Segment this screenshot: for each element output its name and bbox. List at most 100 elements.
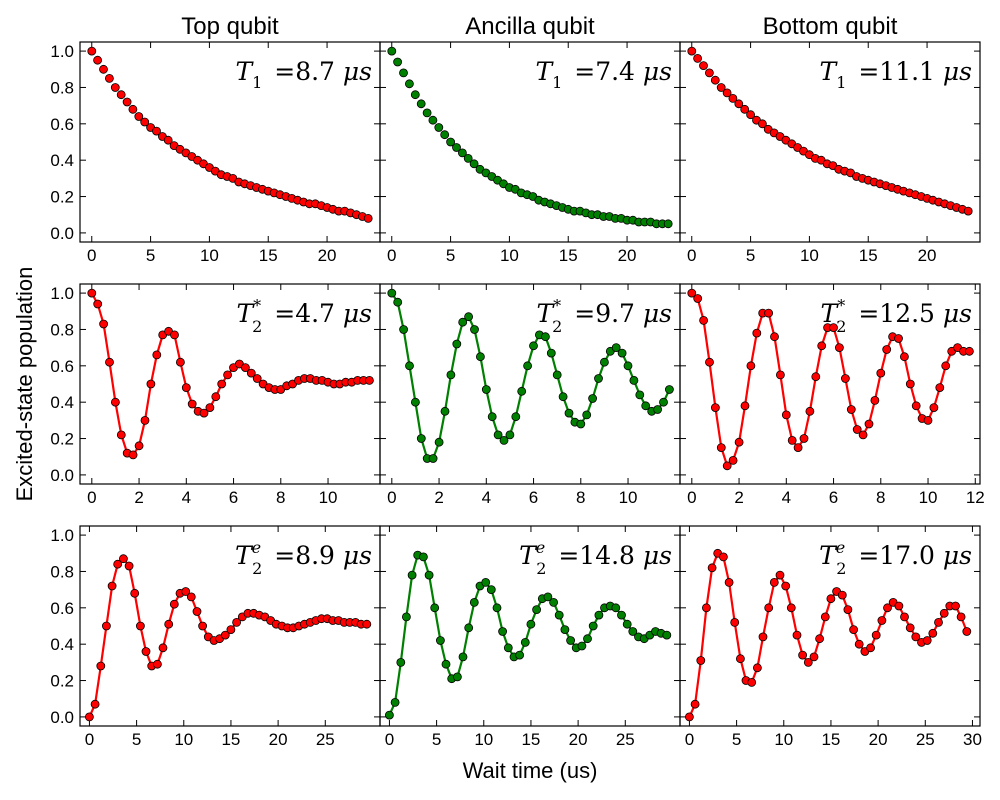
data-point bbox=[529, 341, 538, 351]
fit-annotation: T* 2 =9.7 μs bbox=[536, 296, 672, 336]
data-point bbox=[793, 443, 803, 453]
data-point bbox=[435, 636, 445, 645]
x-tick-label: 4 bbox=[182, 488, 191, 507]
data-point bbox=[186, 592, 196, 602]
anno-superscript: e bbox=[252, 538, 261, 557]
data-point bbox=[192, 607, 202, 616]
data-point bbox=[665, 385, 674, 394]
panel-r0-c1: 0 5 10 15 20 T1 =7.4 μs bbox=[379, 41, 681, 265]
anno-subscript: 2 bbox=[536, 559, 546, 578]
data-point bbox=[440, 406, 450, 416]
data-point bbox=[446, 137, 456, 147]
data-point bbox=[404, 79, 414, 89]
data-point bbox=[499, 435, 509, 445]
data-point bbox=[894, 601, 904, 611]
data-point bbox=[764, 308, 773, 318]
anno-unit: μs bbox=[343, 299, 372, 328]
anno-unit: μs bbox=[343, 541, 372, 570]
data-point bbox=[781, 410, 791, 420]
data-point bbox=[734, 437, 744, 447]
data-point bbox=[158, 643, 168, 653]
data-point bbox=[146, 379, 156, 389]
y-tick-label: 0.0 bbox=[50, 466, 74, 485]
data-point bbox=[541, 332, 550, 342]
data-point bbox=[841, 374, 850, 383]
anno-unit: μs bbox=[643, 57, 672, 86]
fit-annotation: Te 2 =17.0 μs bbox=[819, 538, 972, 578]
anno-subscript: 2 bbox=[836, 317, 846, 336]
data-point bbox=[594, 610, 604, 620]
anno-superscript: * bbox=[837, 296, 845, 315]
data-point bbox=[452, 339, 462, 349]
y-tick-label: 0.2 bbox=[50, 430, 74, 449]
anno-value: =14.8 bbox=[550, 541, 643, 570]
data-point bbox=[617, 348, 627, 358]
data-point bbox=[393, 57, 403, 67]
data-point bbox=[846, 405, 856, 414]
data-point bbox=[758, 632, 768, 642]
data-point bbox=[481, 578, 491, 587]
data-point bbox=[99, 64, 108, 74]
data-point bbox=[552, 370, 562, 380]
data-point bbox=[416, 99, 426, 109]
x-tick-label: 10 bbox=[800, 246, 819, 265]
data-point bbox=[93, 55, 102, 65]
data-point bbox=[934, 618, 943, 627]
x-axis-label: Wait time (us) bbox=[463, 758, 598, 783]
data-point bbox=[399, 68, 408, 78]
fit-annotation: Te 2 =14.8 μs bbox=[519, 538, 672, 578]
panel-r0-c2: 0 5 10 15 20 T1 =11.1 μs bbox=[679, 41, 981, 265]
data-point bbox=[410, 397, 420, 407]
data-point bbox=[753, 663, 762, 673]
data-point bbox=[363, 213, 373, 223]
data-point bbox=[85, 712, 94, 722]
data-point bbox=[486, 585, 496, 594]
data-point bbox=[687, 288, 697, 298]
anno-symbol: T bbox=[235, 57, 254, 86]
column-title-ancilla-qubit: Ancilla qubit bbox=[465, 13, 595, 40]
data-point bbox=[458, 652, 468, 662]
data-point bbox=[546, 348, 556, 358]
data-point bbox=[416, 434, 426, 443]
data-point bbox=[422, 108, 432, 118]
data-point bbox=[140, 117, 150, 127]
data-point bbox=[198, 621, 208, 631]
data-point bbox=[877, 616, 887, 625]
data-point bbox=[583, 634, 592, 644]
data-point bbox=[481, 385, 491, 394]
data-point bbox=[963, 206, 973, 216]
data-point bbox=[446, 370, 456, 380]
data-point bbox=[181, 587, 191, 596]
data-point bbox=[730, 618, 740, 627]
data-point bbox=[736, 654, 745, 664]
x-tick-label: 0 bbox=[387, 488, 396, 507]
data-point bbox=[866, 643, 875, 653]
data-point bbox=[939, 608, 949, 618]
x-tick-label: 10 bbox=[500, 246, 519, 265]
data-point bbox=[719, 552, 728, 562]
data-point bbox=[894, 334, 903, 343]
y-tick-label: 1.0 bbox=[50, 526, 74, 545]
data-point bbox=[693, 294, 703, 303]
data-point bbox=[558, 392, 568, 402]
data-point bbox=[169, 599, 179, 609]
anno-subscript: 2 bbox=[836, 559, 846, 578]
data-point bbox=[87, 46, 97, 56]
x-tick-label: 25 bbox=[916, 730, 935, 749]
anno-superscript: * bbox=[553, 296, 561, 315]
anno-subscript: 1 bbox=[836, 73, 846, 92]
data-point bbox=[418, 552, 428, 562]
x-tick-label: 5 bbox=[432, 730, 441, 749]
data-point bbox=[752, 328, 762, 338]
x-tick-label: 0 bbox=[87, 488, 96, 507]
anno-subscript: 2 bbox=[552, 317, 562, 336]
x-tick-label: 30 bbox=[963, 730, 982, 749]
data-point bbox=[623, 361, 633, 371]
x-tick-label: 10 bbox=[200, 246, 219, 265]
x-tick-label: 20 bbox=[869, 730, 888, 749]
data-point bbox=[543, 592, 553, 602]
data-point bbox=[837, 590, 847, 600]
data-point bbox=[503, 643, 513, 653]
anno-symbol: T bbox=[535, 57, 554, 86]
data-point bbox=[384, 710, 394, 720]
